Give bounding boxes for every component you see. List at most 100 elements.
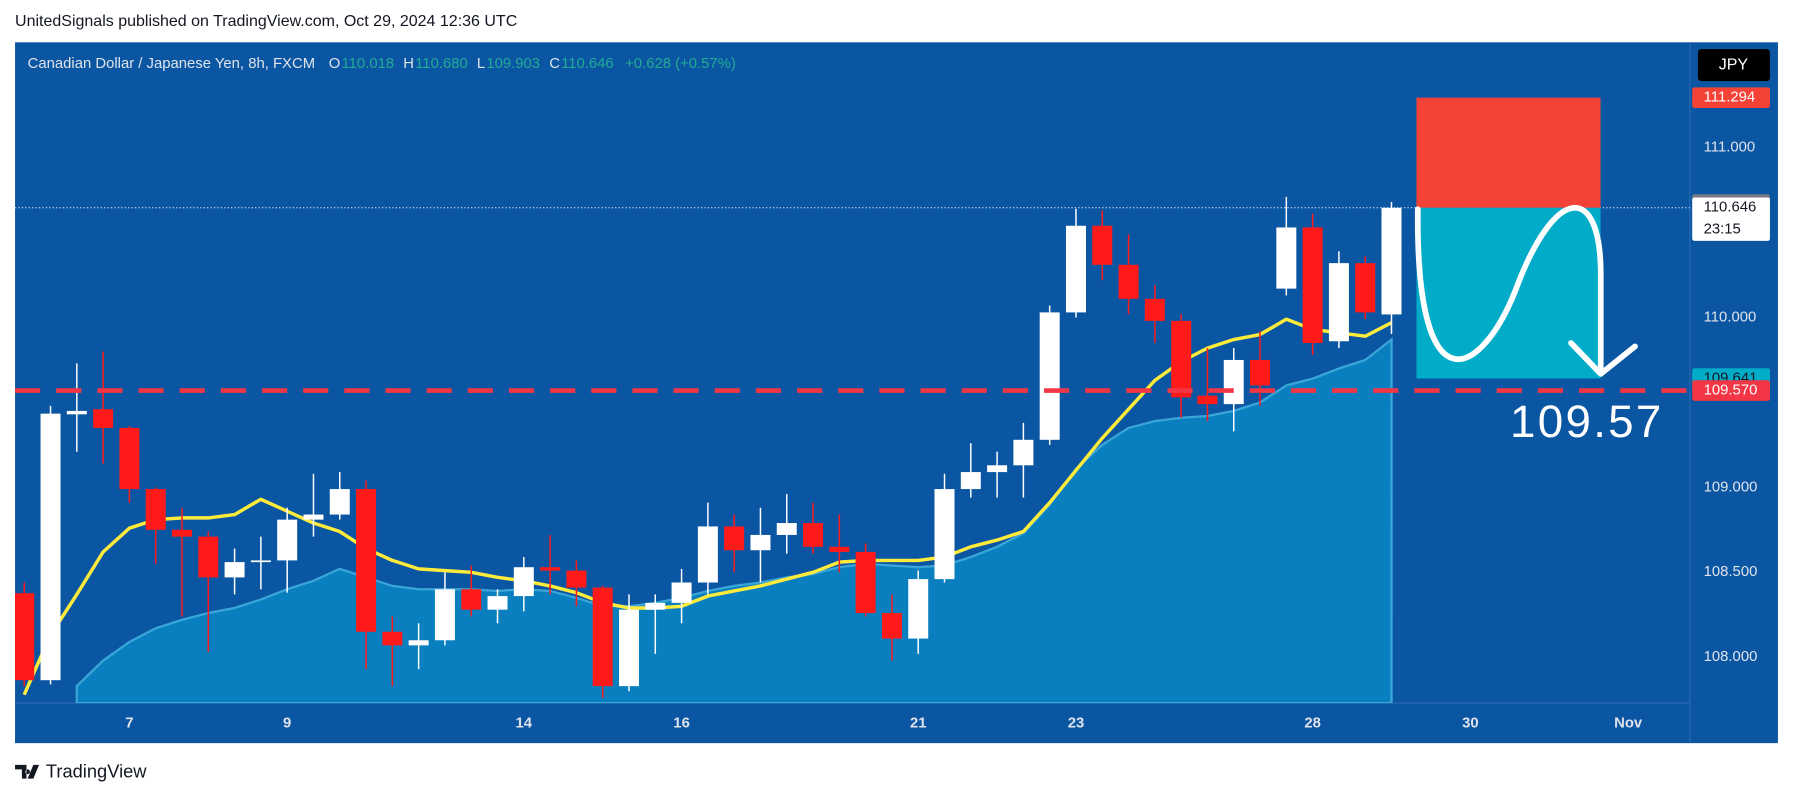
candle-body — [15, 593, 35, 681]
candle-body — [908, 579, 929, 639]
candle-body — [1355, 263, 1376, 313]
candle-body — [93, 409, 114, 428]
candle-body — [566, 570, 587, 588]
y-tick-label: 108.000 — [1704, 649, 1758, 665]
legend-value: 110.018 — [342, 56, 395, 72]
y-tick-label: 111.000 — [1704, 140, 1756, 156]
candle-body — [1092, 225, 1113, 265]
candle-body — [855, 551, 876, 614]
legend: Canadian Dollar / Japanese Yen, 8h, FXCM… — [28, 56, 736, 72]
legend-key: H — [403, 56, 414, 72]
candle-body — [934, 489, 955, 580]
candle-body — [277, 519, 298, 561]
candle-body — [119, 427, 140, 490]
candle-body — [1381, 207, 1402, 315]
footer-brand: TradingView — [46, 761, 147, 782]
legend-key: C — [549, 56, 560, 72]
candle-body — [645, 602, 666, 610]
candle-body — [1065, 225, 1086, 313]
currency-badge — [1697, 49, 1770, 82]
candle-body — [1118, 264, 1139, 299]
price-label-bg — [1692, 87, 1770, 108]
forecast-arrowhead — [1568, 340, 1638, 377]
indicator-area — [75, 337, 1393, 704]
x-tick-label: 30 — [1462, 716, 1479, 732]
candle-body — [1171, 320, 1192, 398]
candle-body — [250, 560, 271, 563]
x-tick-label: 16 — [673, 716, 690, 732]
candle-body — [776, 523, 797, 535]
candle-body — [1276, 227, 1297, 289]
forecast-arrow — [1414, 205, 1604, 376]
legend-change: +0.628 (+0.57%) — [625, 56, 736, 72]
publish-header: UnitedSignals published on TradingView.c… — [15, 13, 517, 30]
candle-body — [724, 526, 745, 551]
candle-body — [697, 526, 718, 583]
candle-body — [1302, 227, 1323, 343]
candle-body — [1328, 263, 1349, 342]
candle-body — [881, 613, 902, 639]
candle-body — [829, 546, 850, 552]
candle-body — [1039, 312, 1060, 440]
price-label-bg — [1692, 197, 1770, 241]
x-tick-label: 14 — [516, 716, 533, 732]
legend-key: O — [329, 56, 341, 72]
price-label-bg — [1692, 380, 1770, 401]
candle-body — [461, 589, 482, 610]
candle-body — [803, 523, 824, 547]
candle-body — [66, 410, 87, 415]
price-label: 110.646 — [1704, 200, 1757, 216]
legend-value: 110.680 — [415, 56, 468, 72]
candle-body — [960, 472, 981, 490]
x-tick-label: 21 — [910, 716, 927, 732]
candle-body — [618, 609, 639, 687]
y-tick-label: 109.000 — [1704, 479, 1758, 495]
price-label: 111.294 — [1704, 90, 1756, 106]
candle-body — [145, 489, 166, 530]
candle-body — [408, 640, 429, 646]
candle-body — [329, 489, 350, 515]
candle-body — [513, 567, 534, 597]
candle-body — [1144, 298, 1165, 321]
candle-body — [987, 465, 1008, 473]
x-tick-label: 23 — [1068, 716, 1085, 732]
candle-body — [1250, 359, 1271, 386]
candle-body — [434, 589, 455, 641]
candle-body — [172, 529, 192, 537]
candle-body — [1223, 359, 1244, 405]
candle-body — [40, 413, 61, 681]
y-tick-label: 108.500 — [1704, 564, 1758, 580]
countdown-label: 23:15 — [1704, 221, 1741, 237]
candle-body — [382, 631, 403, 646]
candle-body — [356, 489, 377, 632]
price-label: 109.570 — [1704, 382, 1758, 398]
stop-zone — [1416, 97, 1601, 208]
support-level-text: 109.57 — [1510, 396, 1664, 447]
legend-symbol: Canadian Dollar / Japanese Yen, 8h, FXCM — [28, 56, 315, 72]
legend-value: 110.646 — [561, 56, 614, 72]
candle-body — [198, 536, 219, 578]
candle-body — [592, 587, 613, 687]
y-tick-label: 110.000 — [1704, 309, 1757, 325]
currency-label: JPY — [1719, 56, 1749, 73]
plot-area — [15, 97, 1690, 704]
x-tick-label: Nov — [1614, 716, 1643, 732]
target-zone — [1416, 207, 1601, 379]
candle-body — [750, 534, 771, 551]
candle-body — [1013, 439, 1034, 466]
candle-body — [1197, 395, 1218, 405]
candle-body — [487, 596, 508, 610]
legend-key: L — [477, 56, 485, 72]
x-tick-label: 7 — [125, 716, 133, 732]
x-tick-label: 28 — [1304, 716, 1321, 732]
candle-body — [540, 567, 561, 571]
x-tick-label: 9 — [283, 716, 291, 732]
indicator-line — [22, 317, 1393, 696]
candle-body — [224, 562, 245, 578]
tradingview-logo — [15, 764, 40, 779]
legend-value: 109.903 — [486, 56, 540, 72]
candle-body — [671, 582, 692, 603]
candle-body — [303, 514, 324, 520]
